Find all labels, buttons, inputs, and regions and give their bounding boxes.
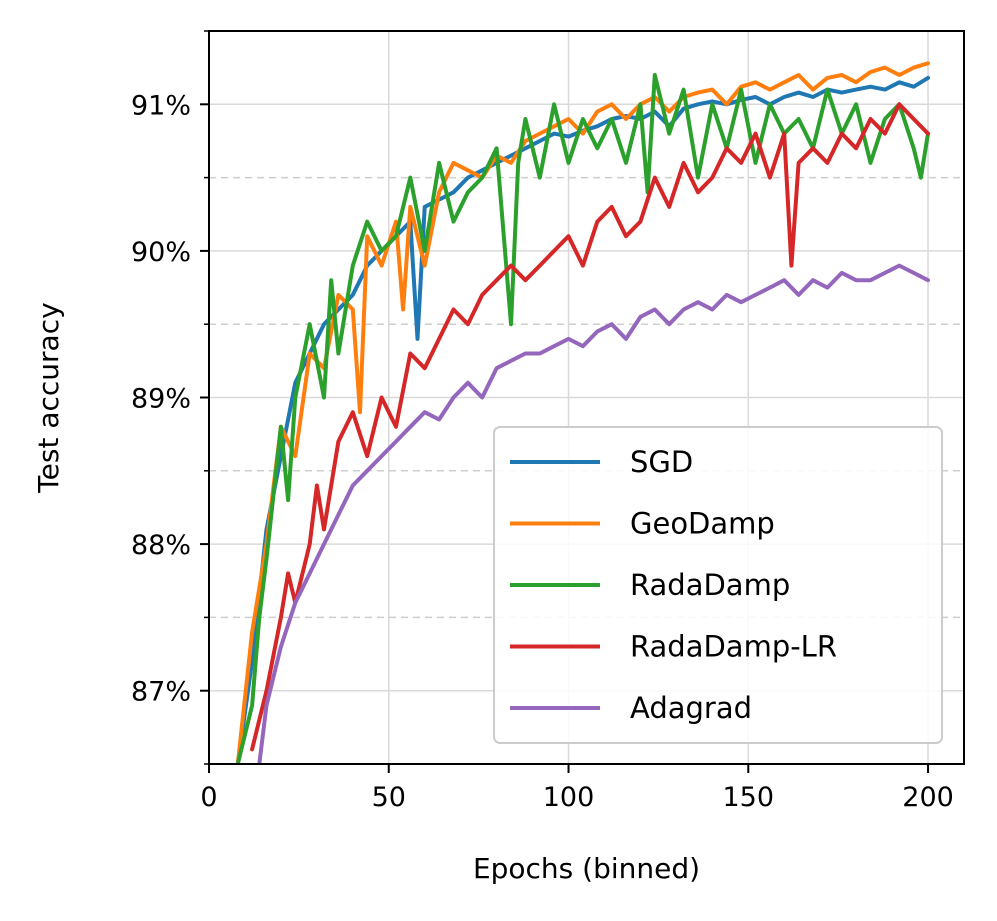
x-tick-label: 100: [543, 782, 595, 813]
series-line-adagrad: [257, 263, 930, 764]
legend-label: GeoDamp: [630, 507, 775, 541]
legend-label: SGD: [630, 445, 693, 479]
series-line-sgd: [235, 75, 930, 764]
y-tick-label: 90%: [131, 237, 191, 268]
y-tick-label: 91%: [131, 90, 191, 121]
series-line-radadamp-lr: [250, 102, 930, 752]
x-tick-label: 150: [723, 782, 775, 813]
legend-label: Adagrad: [630, 691, 752, 725]
x-tick-label: 200: [902, 782, 954, 813]
x-axis-label: Epochs (binned): [473, 852, 700, 885]
legend-label: RadaDamp: [630, 568, 790, 602]
y-tick-label: 89%: [131, 384, 191, 415]
x-tick-label: 0: [200, 782, 217, 813]
legend-box: [493, 426, 943, 744]
x-tick-label: 50: [372, 782, 406, 813]
series-line-geodamp: [235, 61, 930, 764]
plot-lines: [235, 61, 930, 764]
y-axis-label: Test accuracy: [32, 302, 65, 493]
y-tick-label: 88%: [131, 530, 191, 561]
y-tick-label: 87%: [131, 677, 191, 708]
legend: SGD GeoDamp RadaDamp RadaDamp-LR Adagrad: [493, 426, 943, 744]
legend-label: RadaDamp-LR: [630, 630, 837, 664]
axis-ticks: 0 50 100 150 200 87% 88% 89% 90% 91%: [131, 30, 954, 813]
